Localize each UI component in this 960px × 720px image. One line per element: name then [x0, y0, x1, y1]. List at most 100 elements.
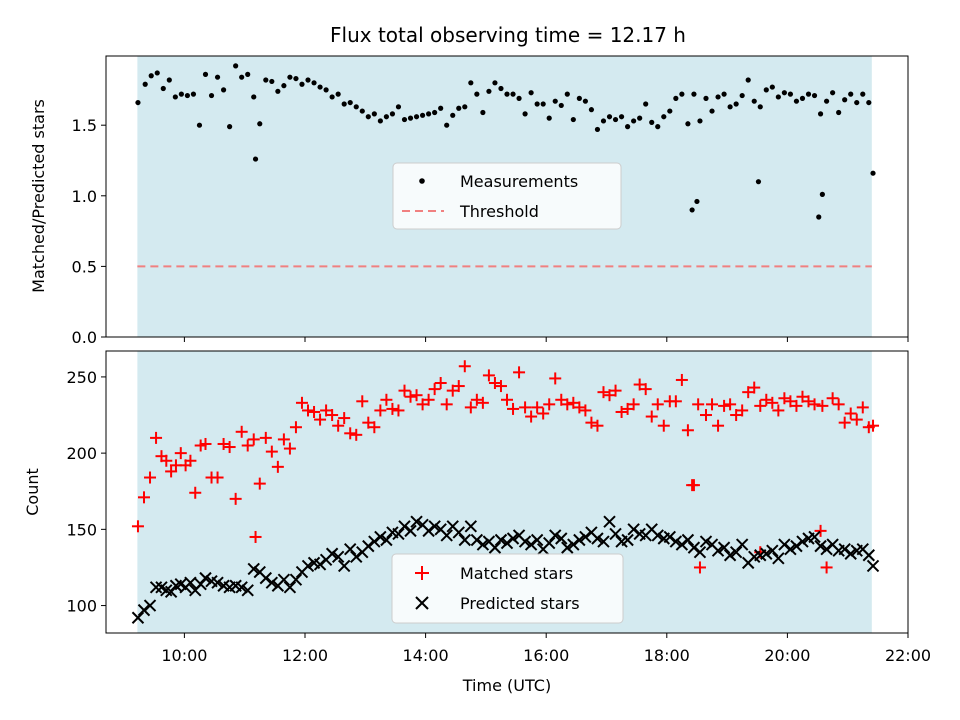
- matched-star-point: [621, 402, 634, 415]
- measurement-point: [842, 97, 848, 103]
- measurement-point: [395, 104, 402, 110]
- predicted-star-point: [814, 539, 827, 553]
- legend-bottom: Matched stars Predicted stars: [391, 553, 624, 624]
- measurement-point: [371, 111, 377, 117]
- matched-star-point: [645, 410, 658, 423]
- measurement-point: [257, 121, 263, 127]
- y-axis-ticks-top: 0.0 0.5 1.0 1.5: [72, 116, 106, 347]
- measurement-point: [661, 114, 667, 120]
- matched-star-point: [736, 404, 749, 417]
- matched-star-point: [144, 471, 157, 484]
- matched-star-point: [137, 491, 150, 504]
- predicted-star-point: [362, 539, 375, 553]
- x-axis-ticks-bottom: 10:00 12:00 14:00 16:00 18:00 20:00 22:00: [161, 633, 931, 665]
- predicted-star-point: [500, 536, 514, 550]
- measurement-point: [667, 108, 673, 114]
- panel-ratio: 0.0 0.5 1.0 1.5 Matched/Predicted stars Mea…: [29, 55, 909, 347]
- predicted-star-point: [844, 547, 857, 560]
- matched-star-point: [609, 384, 622, 397]
- predicted-star-point: [131, 611, 145, 624]
- predicted-star-point: [247, 562, 260, 576]
- measurement-point: [426, 111, 432, 117]
- measurement-point: [769, 84, 775, 90]
- measurement-point: [870, 170, 876, 176]
- measurement-point: [468, 80, 474, 86]
- measurement-point: [353, 104, 359, 110]
- measurement-point: [504, 91, 510, 97]
- predicted-star-point: [265, 576, 279, 589]
- matched-star-point: [639, 383, 652, 396]
- measurement-point: [612, 116, 619, 123]
- matched-star-point: [350, 428, 363, 441]
- measurement-point: [799, 95, 806, 101]
- matched-star-point: [627, 398, 640, 411]
- matched-star-point: [326, 409, 339, 422]
- measurements-marks: [135, 63, 876, 220]
- predicted-star-point: [729, 546, 743, 559]
- predicted-star-point: [289, 573, 303, 586]
- measurement-point: [305, 77, 311, 83]
- matched-star-point: [458, 360, 471, 373]
- matched-star-point: [356, 395, 369, 408]
- matched-star-point: [314, 413, 327, 426]
- measurement-point: [763, 87, 769, 93]
- predicted-star-point: [398, 520, 411, 533]
- legend-predicted-label: Predicted stars: [460, 594, 580, 613]
- measurement-point: [184, 92, 191, 99]
- predicted-star-point: [199, 571, 212, 585]
- matched-star-point: [724, 398, 737, 411]
- predicted-star-point: [711, 544, 725, 557]
- predicted-star-point: [766, 544, 779, 557]
- y-axis-ticks-bottom: 100 150 200 250: [66, 368, 106, 616]
- measurement-point: [757, 104, 763, 110]
- chart-title: Flux total observing time = 12.17 h: [330, 23, 686, 47]
- measurement-point: [811, 92, 818, 99]
- measurement-point: [552, 98, 558, 104]
- measurement-point: [317, 84, 323, 90]
- matched-star-point: [184, 454, 197, 467]
- measurement-point: [715, 94, 721, 100]
- measurement-point: [281, 83, 287, 89]
- y-tick-label: 150: [66, 520, 97, 539]
- matched-star-point: [603, 389, 616, 402]
- matched-star-point: [283, 442, 296, 455]
- measurement-point: [172, 94, 178, 100]
- matched-star-point: [241, 439, 254, 452]
- matched-star-point: [464, 401, 477, 414]
- matched-star-point: [681, 424, 694, 437]
- matched-star-point: [422, 393, 435, 406]
- y-tick-label: 250: [66, 368, 97, 387]
- matched-star-point: [302, 404, 315, 417]
- measurement-point: [462, 104, 468, 110]
- legend-box-bottom: [391, 553, 624, 624]
- matched-star-point: [271, 460, 284, 473]
- matched-star-point: [796, 390, 809, 403]
- y-tick-label: 0.5: [72, 257, 97, 276]
- legend-box-top: [392, 162, 622, 230]
- plot-frame-top: [105, 55, 909, 338]
- predicted-star-point: [331, 550, 345, 563]
- measurement-point: [383, 114, 389, 120]
- measurement-point: [202, 71, 209, 77]
- measurement-point: [359, 108, 365, 114]
- measurement-point: [474, 91, 480, 97]
- matched-star-point: [742, 386, 755, 399]
- measurement-point: [625, 124, 631, 130]
- predicted-star-point: [866, 559, 880, 573]
- measurement-point: [178, 91, 184, 97]
- plot-frame-bottom: [105, 350, 909, 634]
- matched-star-point: [259, 431, 272, 444]
- measurement-point: [727, 104, 733, 110]
- measurement-point: [721, 91, 727, 97]
- measurement-point: [689, 207, 695, 213]
- matched-star-point: [525, 410, 538, 423]
- predicted-star-point: [681, 533, 695, 547]
- x-tick-label: 20:00: [764, 646, 810, 665]
- x-axis-label: Time (UTC): [462, 676, 551, 695]
- predicted-star-point: [663, 530, 677, 544]
- matched-star-point: [289, 421, 302, 434]
- measurement-point: [860, 91, 866, 97]
- predicted-star-point: [344, 542, 357, 556]
- measurement-point: [311, 80, 317, 86]
- predicted-star-point: [380, 533, 393, 547]
